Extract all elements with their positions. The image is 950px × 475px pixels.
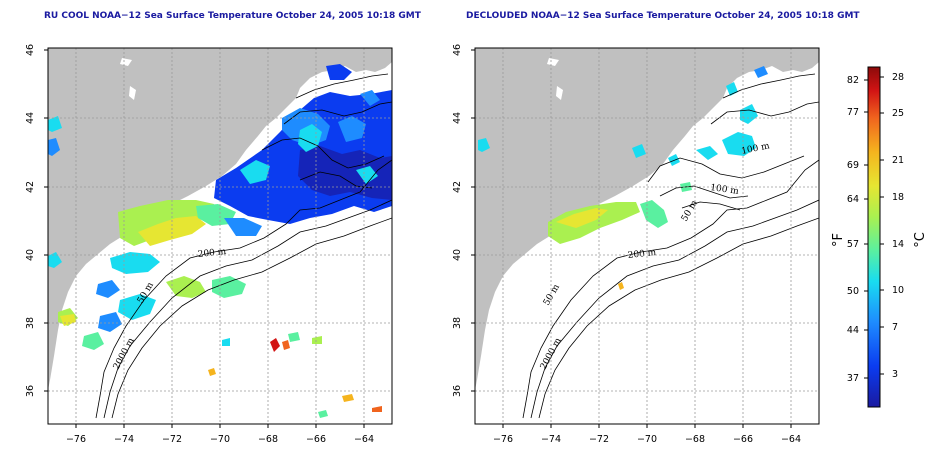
svg-text:−66: −66 bbox=[733, 434, 753, 445]
svg-text:−68: −68 bbox=[685, 434, 705, 445]
lon-tick-labels-left: −76 −74 −72 −70 −68 −66 −64 bbox=[66, 434, 374, 445]
svg-text:77: 77 bbox=[847, 107, 859, 118]
svg-text:−76: −76 bbox=[66, 434, 86, 445]
svg-text:57: 57 bbox=[847, 239, 859, 250]
svg-text:44: 44 bbox=[847, 325, 859, 336]
land-mass bbox=[48, 48, 392, 390]
celsius-tick-labels: 28 25 21 18 14 10 7 3 bbox=[892, 72, 904, 380]
lake bbox=[547, 58, 559, 66]
svg-text:14: 14 bbox=[892, 239, 904, 250]
svg-text:−74: −74 bbox=[114, 434, 134, 445]
svg-text:100 m: 100 m bbox=[710, 183, 740, 197]
svg-text:200 m: 200 m bbox=[627, 248, 657, 261]
svg-text:40: 40 bbox=[25, 249, 36, 261]
lon-tick-labels-right: −76 −74 −72 −70 −68 −66 −64 bbox=[493, 434, 801, 445]
svg-text:42: 42 bbox=[452, 181, 463, 193]
svg-text:50: 50 bbox=[847, 286, 859, 297]
svg-text:−70: −70 bbox=[637, 434, 657, 445]
right-map-title: DECLOUDED NOAA−12 Sea Surface Temperatur… bbox=[466, 11, 860, 21]
svg-text:7: 7 bbox=[892, 322, 898, 333]
left-map-panel: 200 m 50 m 2000 m bbox=[25, 44, 393, 445]
colorbar-gradient bbox=[867, 66, 881, 408]
fahrenheit-tick-labels: 82 77 69 64 57 50 44 37 bbox=[847, 75, 859, 384]
svg-text:28: 28 bbox=[892, 72, 904, 83]
gridlines-left bbox=[48, 48, 392, 424]
svg-text:21: 21 bbox=[892, 155, 904, 166]
svg-text:40: 40 bbox=[452, 249, 463, 261]
lake bbox=[129, 86, 136, 100]
svg-text:38: 38 bbox=[25, 317, 36, 329]
lake bbox=[120, 58, 132, 66]
left-map-title: RU COOL NOAA−12 Sea Surface Temperature … bbox=[44, 11, 421, 21]
svg-text:36: 36 bbox=[452, 385, 463, 397]
svg-text:64: 64 bbox=[847, 194, 859, 205]
svg-text:3: 3 bbox=[892, 369, 898, 380]
celsius-unit-label: °C bbox=[913, 232, 928, 248]
temperature-colorbar: 82 77 69 64 57 50 44 37 28 25 21 18 14 1… bbox=[831, 66, 928, 408]
svg-text:25: 25 bbox=[892, 108, 904, 119]
land-mass bbox=[475, 48, 819, 390]
lat-tick-labels-left: 46 44 42 40 38 36 bbox=[25, 44, 36, 397]
svg-text:−64: −64 bbox=[354, 434, 374, 445]
svg-text:10: 10 bbox=[892, 285, 904, 296]
svg-text:18: 18 bbox=[892, 192, 904, 203]
sst-data-right bbox=[478, 66, 768, 290]
svg-text:46: 46 bbox=[452, 44, 463, 56]
svg-text:44: 44 bbox=[25, 112, 36, 124]
svg-text:−72: −72 bbox=[589, 434, 609, 445]
gridlines-right bbox=[475, 48, 819, 424]
svg-text:42: 42 bbox=[25, 181, 36, 193]
lat-tick-labels-right: 46 44 42 40 38 36 bbox=[452, 44, 463, 397]
svg-text:69: 69 bbox=[847, 160, 859, 171]
svg-text:−72: −72 bbox=[162, 434, 182, 445]
svg-text:82: 82 bbox=[847, 75, 859, 86]
fahrenheit-unit-label: °F bbox=[831, 233, 846, 247]
lake bbox=[556, 86, 563, 100]
svg-text:−76: −76 bbox=[493, 434, 513, 445]
svg-text:−74: −74 bbox=[541, 434, 561, 445]
svg-text:−66: −66 bbox=[306, 434, 326, 445]
svg-text:38: 38 bbox=[452, 317, 463, 329]
svg-text:36: 36 bbox=[25, 385, 36, 397]
svg-text:−70: −70 bbox=[210, 434, 230, 445]
svg-text:37: 37 bbox=[847, 373, 859, 384]
svg-text:44: 44 bbox=[452, 112, 463, 124]
bathymetry-contours-right bbox=[522, 73, 819, 419]
svg-text:46: 46 bbox=[25, 44, 36, 56]
svg-text:−68: −68 bbox=[258, 434, 278, 445]
svg-text:−64: −64 bbox=[781, 434, 801, 445]
right-map-panel: 100 m 100 m 50 m 200 m 50 m 2000 m bbox=[452, 44, 820, 445]
sst-data-left bbox=[48, 64, 392, 418]
